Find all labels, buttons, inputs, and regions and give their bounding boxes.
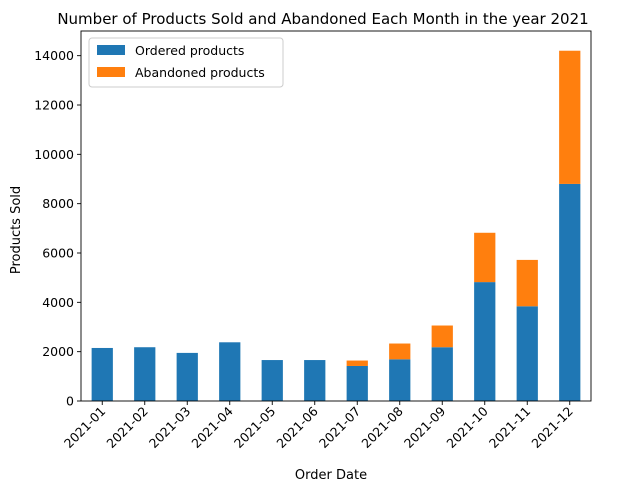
plot-frame [80, 30, 592, 402]
y-tick-label: 6000 [42, 246, 74, 261]
y-tick-label: 14000 [34, 48, 74, 63]
y-tick-label: 8000 [42, 196, 74, 211]
bar-ordered-2021-08 [389, 359, 411, 401]
bar-ordered-2021-07 [346, 365, 368, 401]
x-tick-label: 2021-11 [486, 404, 534, 452]
y-tick-label: 2000 [42, 344, 74, 359]
bar-ordered-2021-11 [516, 306, 538, 401]
x-tick-label: 2021-04 [188, 403, 236, 451]
bar-abandoned-2021-08 [389, 343, 411, 360]
x-tick-label: 2021-03 [146, 404, 194, 452]
legend-label-ordered: Ordered products [135, 43, 244, 58]
bar-ordered-2021-09 [431, 347, 453, 401]
bar-ordered-2021-02 [134, 347, 156, 401]
x-tick-label: 2021-09 [401, 403, 449, 451]
legend-swatch-ordered [97, 45, 125, 55]
x-tick-label: 2021-07 [316, 404, 364, 452]
x-tick-label: 2021-05 [231, 404, 279, 452]
chart-title: Number of Products Sold and Abandoned Ea… [57, 10, 588, 28]
x-tick-label: 2021-10 [443, 403, 491, 451]
bar-ordered-2021-04 [219, 342, 241, 401]
x-tick-label: 2021-12 [528, 404, 576, 452]
legend: Ordered products Abandoned products [88, 37, 284, 88]
legend-swatch-abandoned [97, 67, 125, 77]
x-tick-label: 2021-08 [358, 403, 406, 451]
legend-label-abandoned: Abandoned products [135, 65, 265, 80]
bar-abandoned-2021-09 [431, 325, 453, 348]
bar-abandoned-2021-07 [346, 360, 368, 366]
y-axis-label: Products Sold [9, 186, 24, 274]
y-tick-label: 10000 [34, 147, 74, 162]
y-tick-label: 0 [66, 394, 74, 409]
bar-ordered-2021-01 [91, 347, 113, 401]
bars-layer [91, 50, 581, 401]
bar-abandoned-2021-10 [474, 232, 496, 283]
y-tick-label: 4000 [42, 295, 74, 310]
bar-ordered-2021-12 [559, 183, 581, 401]
bar-ordered-2021-06 [304, 360, 326, 401]
x-tick-label: 2021-01 [61, 404, 109, 452]
x-axis-label: Order Date [295, 468, 367, 483]
x-tick-label: 2021-02 [103, 404, 151, 452]
y-tick-label: 12000 [34, 98, 74, 113]
bar-abandoned-2021-12 [559, 50, 581, 184]
bar-ordered-2021-03 [176, 352, 198, 401]
bar-ordered-2021-05 [261, 360, 283, 401]
x-tick-label: 2021-06 [273, 403, 321, 451]
legend-box [88, 37, 284, 88]
bar-abandoned-2021-11 [516, 259, 538, 307]
bar-ordered-2021-10 [474, 282, 496, 401]
